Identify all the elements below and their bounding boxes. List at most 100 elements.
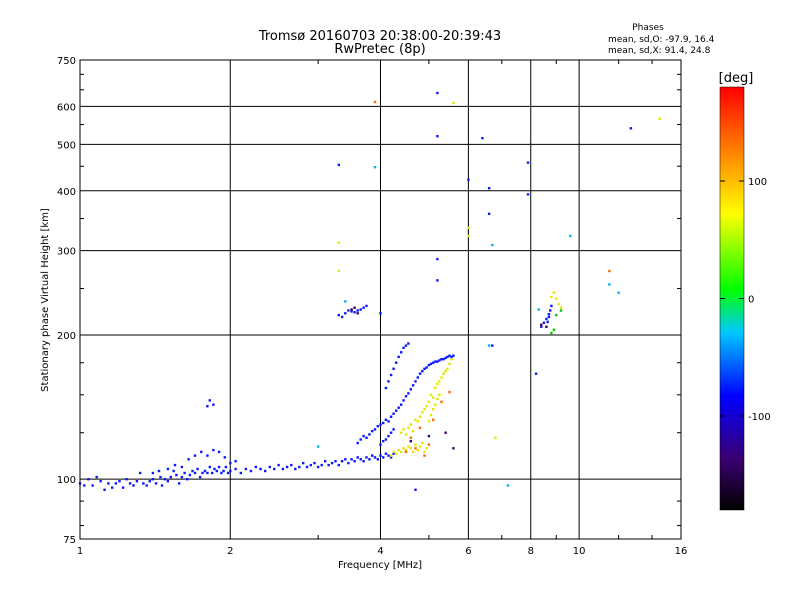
- x-tick-label: 16: [675, 546, 688, 557]
- data-point: [365, 436, 368, 439]
- data-point: [103, 488, 106, 491]
- data-point: [452, 354, 455, 357]
- data-point: [550, 295, 553, 299]
- data-point: [389, 454, 393, 457]
- data-point: [234, 460, 237, 463]
- data-point: [400, 431, 403, 434]
- data-point: [452, 447, 455, 450]
- data-point: [446, 355, 449, 359]
- data-point: [542, 321, 546, 324]
- data-point: [125, 478, 128, 481]
- data-point: [389, 456, 393, 459]
- data-point: [442, 372, 445, 375]
- data-point: [432, 361, 435, 364]
- data-point: [376, 458, 379, 461]
- data-point: [379, 454, 382, 457]
- data-point: [337, 313, 340, 317]
- data-point: [373, 428, 377, 431]
- data-point: [316, 445, 320, 448]
- data-point: [546, 320, 549, 324]
- data-point: [487, 212, 491, 215]
- data-point: [418, 415, 422, 418]
- data-point: [99, 480, 102, 483]
- y-tick-label: 750: [57, 56, 76, 67]
- data-point: [217, 465, 221, 469]
- data-point: [151, 471, 155, 475]
- data-point: [397, 406, 400, 409]
- plot-frame: [79, 59, 682, 540]
- data-point: [356, 312, 359, 315]
- data-point: [487, 344, 491, 347]
- data-point: [254, 465, 257, 469]
- data-point: [172, 469, 175, 473]
- data-point: [418, 426, 422, 429]
- data-point: [160, 484, 164, 487]
- data-point: [373, 166, 377, 169]
- data-point: [450, 358, 453, 361]
- data-point: [359, 458, 362, 461]
- data-point: [368, 458, 371, 461]
- data-point: [526, 193, 530, 196]
- data-point: [414, 418, 417, 421]
- data-point: [547, 313, 551, 316]
- data-point: [392, 412, 395, 415]
- data-point: [467, 226, 470, 229]
- data-point: [411, 429, 415, 433]
- data-point: [362, 434, 365, 438]
- data-point: [427, 400, 431, 404]
- data-point: [384, 438, 388, 441]
- data-point: [371, 429, 374, 433]
- data-point: [450, 355, 453, 359]
- data-point: [186, 478, 189, 481]
- legend-line-o: mean, sd,O: -97.9, 16.4: [608, 35, 715, 45]
- data-point: [436, 360, 439, 363]
- data-point: [389, 373, 393, 377]
- data-point: [163, 478, 167, 481]
- data-point: [324, 460, 327, 463]
- data-point: [402, 399, 405, 402]
- data-point: [376, 425, 379, 428]
- x-axis-ticks: 1 2 4 6 8 10 16: [77, 60, 688, 557]
- data-point: [259, 467, 262, 471]
- data-point: [467, 234, 470, 238]
- data-point: [467, 178, 470, 181]
- data-point: [222, 469, 225, 473]
- data-point: [356, 441, 359, 445]
- data-point: [212, 403, 215, 406]
- data-points: [78, 91, 661, 491]
- data-point: [608, 269, 611, 273]
- data-point: [411, 384, 415, 387]
- data-point: [211, 471, 214, 475]
- data-point: [552, 291, 556, 294]
- data-point: [540, 323, 543, 326]
- y-tick-label: 75: [63, 535, 76, 546]
- data-point: [356, 456, 359, 459]
- x-tick-label: 6: [465, 546, 471, 557]
- data-point: [347, 461, 350, 465]
- data-point: [350, 310, 353, 313]
- data-point: [382, 421, 385, 425]
- data-point: [193, 471, 197, 475]
- data-point: [481, 137, 484, 140]
- data-point: [373, 456, 377, 459]
- data-point: [226, 471, 230, 475]
- y-tick-label: 600: [57, 102, 76, 113]
- data-point: [281, 467, 285, 471]
- data-point: [436, 257, 439, 261]
- legend-title: Phases: [632, 23, 664, 33]
- data-point: [191, 469, 194, 473]
- data-point: [429, 393, 433, 396]
- data-point: [423, 450, 426, 454]
- data-point: [118, 480, 121, 483]
- x-tick-label: 8: [528, 546, 534, 557]
- data-point: [421, 441, 424, 445]
- data-point: [617, 291, 620, 294]
- y-tick-label: 300: [57, 247, 76, 258]
- data-point: [344, 458, 347, 461]
- data-point: [427, 443, 431, 446]
- legend-line-x: mean, sd,X: 91.4, 24.8: [608, 46, 711, 56]
- data-point: [302, 461, 305, 465]
- data-point: [545, 317, 548, 321]
- data-point: [249, 469, 253, 473]
